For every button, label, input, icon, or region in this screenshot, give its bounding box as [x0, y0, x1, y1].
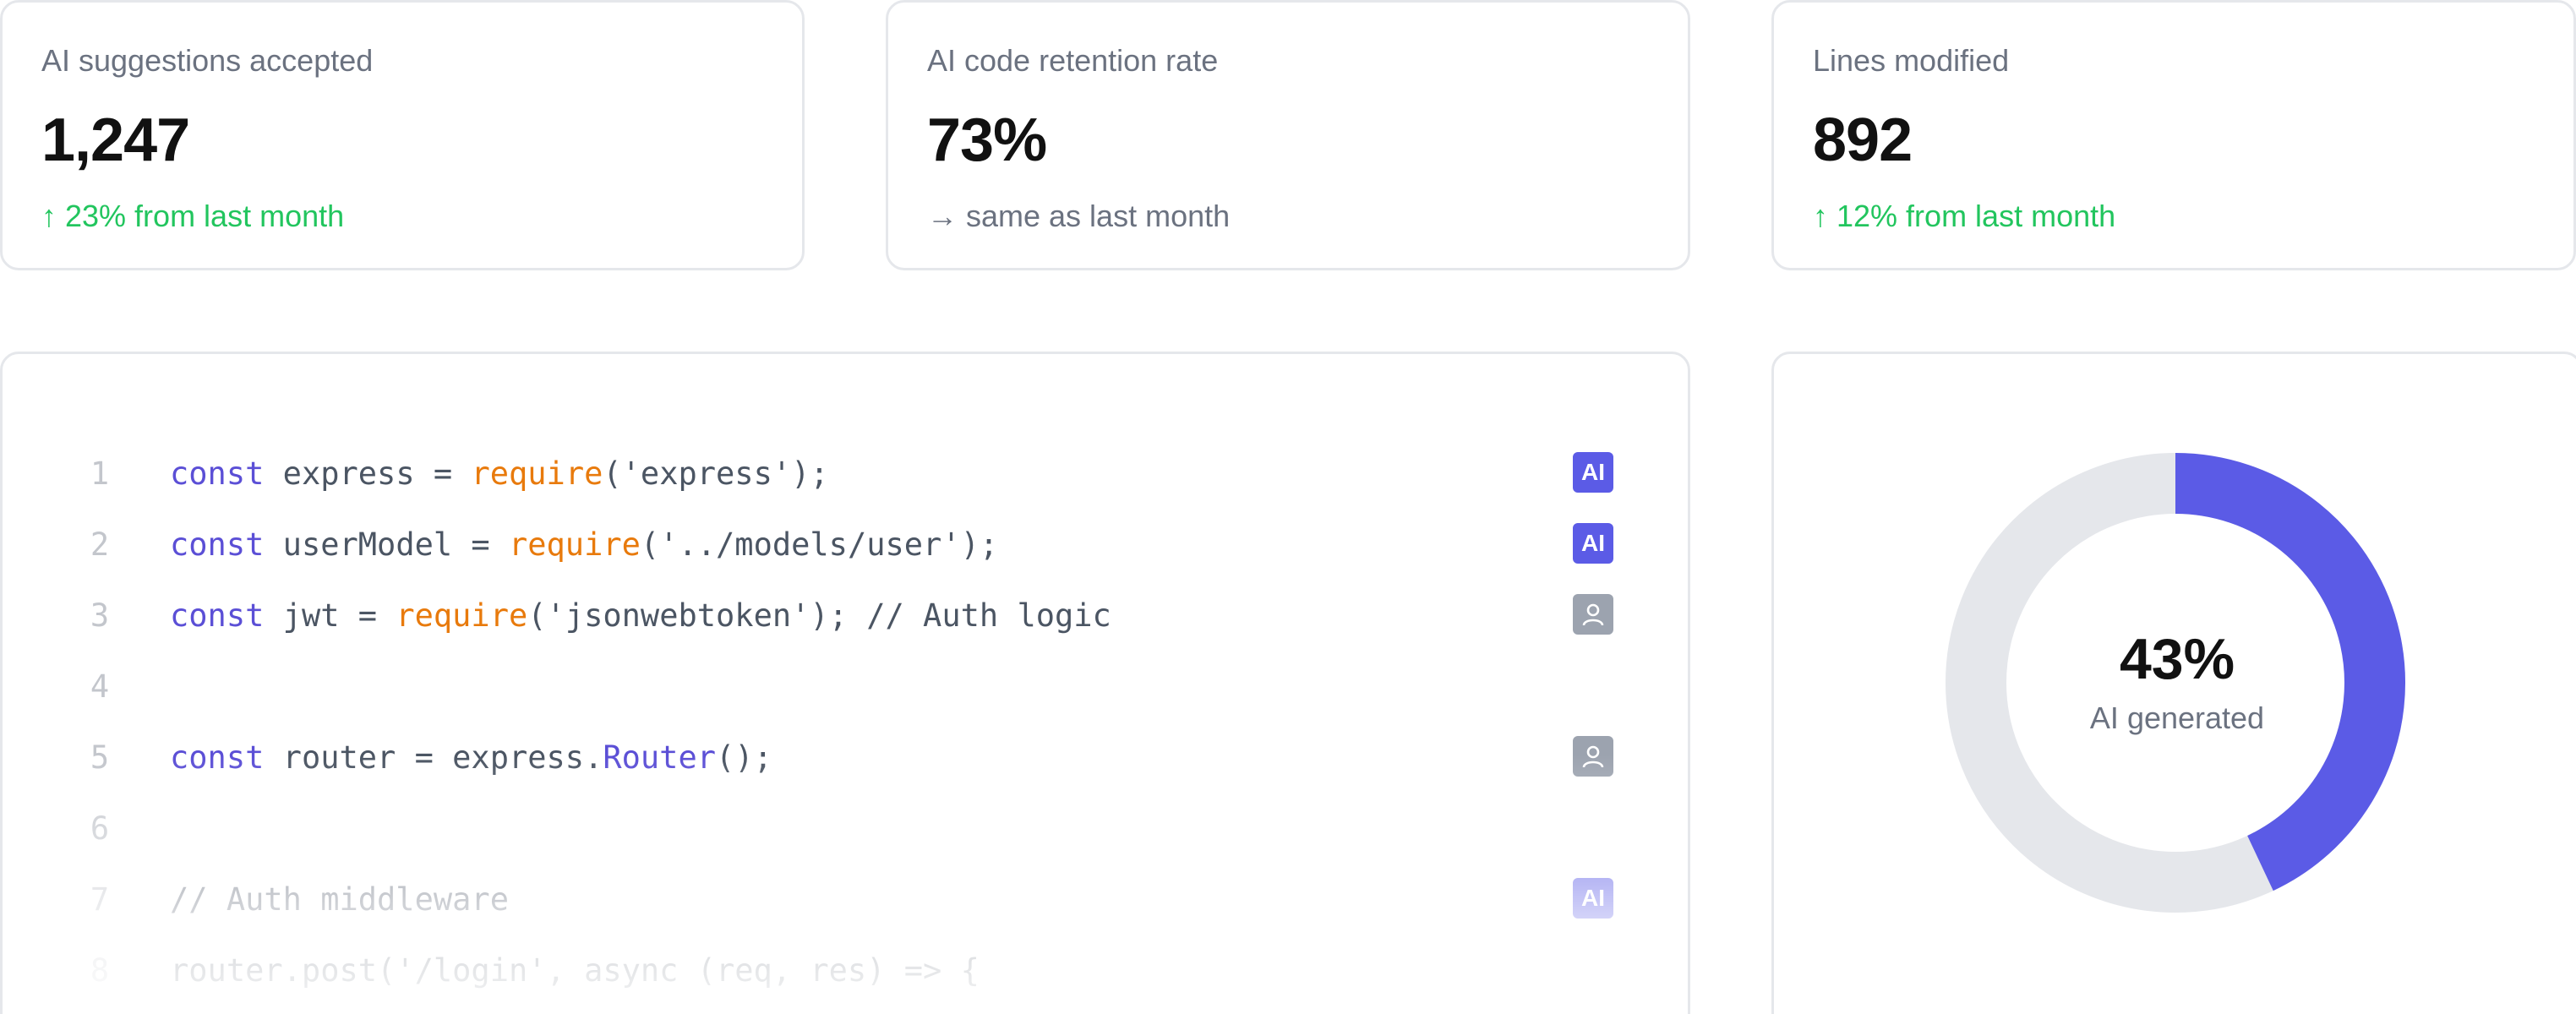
method-token: Router	[603, 739, 717, 776]
donut-center-value: 43%	[2119, 627, 2235, 691]
function-token: require	[471, 455, 603, 492]
code-line-1[interactable]: 1 const express = require('express'); AI	[3, 439, 1688, 510]
line-number: 1	[90, 455, 110, 492]
function-token: require	[396, 597, 528, 634]
code-token: ();	[716, 739, 772, 776]
stat-label: AI code retention rate	[927, 43, 1219, 78]
ai-badge[interactable]: AI	[1573, 523, 1613, 564]
code-viewer[interactable]: 1 const express = require('express'); AI…	[0, 352, 1690, 1014]
user-icon-glyph	[1582, 603, 1604, 626]
comment-token: // Auth middleware	[170, 881, 509, 918]
code-line-5[interactable]: 5 const router = express.Router();	[3, 722, 1688, 793]
function-token: require	[508, 526, 641, 563]
code-token: ('../models/user');	[640, 526, 999, 563]
stat-card-retention: AI code retention rate 73% → same as las…	[886, 0, 1690, 270]
line-number: 2	[90, 526, 110, 563]
line-code: const router = express.Router();	[170, 739, 772, 776]
user-icon-glyph	[1582, 745, 1604, 768]
code-line-6[interactable]: 6	[3, 793, 1688, 864]
code-token: ('express');	[603, 455, 829, 492]
code-token: userModel =	[264, 526, 509, 563]
keyword-token: const	[170, 455, 265, 492]
ai-badge[interactable]: AI	[1573, 452, 1613, 493]
stat-trend: ↑ 12% from last month	[1813, 199, 2116, 233]
donut-slice-ai-generated	[2175, 453, 2405, 891]
keyword-token: const	[170, 739, 265, 776]
ai-share-chart-card: 43% AI generated	[1771, 352, 2576, 1014]
line-code: const jwt = require('jsonwebtoken'); // …	[170, 597, 1111, 634]
line-number: 6	[90, 810, 110, 847]
line-code: router.post('/login', async (req, res) =…	[170, 952, 980, 989]
code-token: router = express.	[264, 739, 603, 776]
keyword-token: const	[170, 597, 265, 634]
stat-trend: → same as last month	[927, 199, 1231, 233]
ai-badge[interactable]: AI	[1573, 878, 1613, 919]
line-number: 7	[90, 881, 110, 918]
user-icon[interactable]	[1573, 736, 1613, 777]
code-line-4[interactable]: 4	[3, 651, 1688, 722]
stat-label: AI suggestions accepted	[41, 43, 374, 78]
line-number: 8	[90, 952, 110, 989]
code-token: ('jsonwebtoken'); // Auth logic	[527, 597, 1111, 634]
stat-value: 892	[1813, 106, 1913, 174]
line-number: 3	[90, 597, 110, 634]
line-number: 4	[90, 668, 110, 705]
stat-card-suggestions: AI suggestions accepted 1,247 ↑ 23% from…	[0, 0, 805, 270]
stat-trend: ↑ 23% from last month	[41, 199, 345, 233]
code-line-8[interactable]: 8 router.post('/login', async (req, res)…	[3, 935, 1688, 1006]
user-icon[interactable]	[1573, 594, 1613, 635]
stat-value: 1,247	[41, 106, 190, 174]
code-line-3[interactable]: 3 const jwt = require('jsonwebtoken'); /…	[3, 581, 1688, 651]
keyword-token: const	[170, 526, 265, 563]
code-token: jwt =	[264, 597, 396, 634]
code-line-7[interactable]: 7 // Auth middleware AI	[3, 864, 1688, 935]
line-code: const express = require('express');	[170, 455, 829, 492]
donut-chart	[1946, 453, 2405, 913]
donut-center-label: AI generated	[2089, 701, 2265, 735]
stat-label: Lines modified	[1813, 43, 2010, 78]
line-number: 5	[90, 739, 110, 776]
code-line-2[interactable]: 2 const userModel = require('../models/u…	[3, 510, 1688, 581]
line-code: const userModel = require('../models/use…	[170, 526, 998, 563]
stat-card-lines-modified: Lines modified 892 ↑ 12% from last month	[1771, 0, 2576, 270]
code-token: express =	[264, 455, 472, 492]
stat-value: 73%	[927, 106, 1047, 174]
